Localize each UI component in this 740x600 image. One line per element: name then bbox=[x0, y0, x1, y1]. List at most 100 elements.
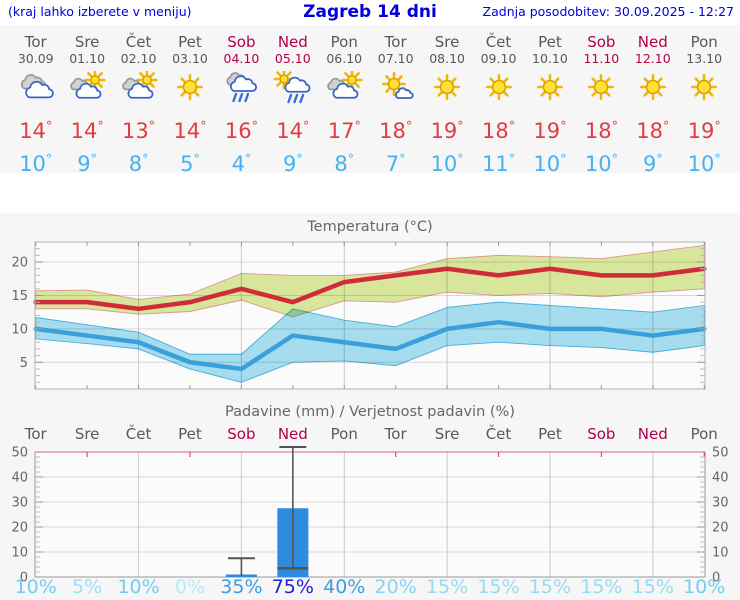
day-column: Ned 05.10 14° 9° bbox=[267, 25, 318, 176]
precipitation-chart-title: Padavine (mm) / Verjetnost padavin (%) bbox=[225, 404, 515, 420]
low-temperature: 11° bbox=[481, 151, 516, 176]
precipitation-probability: 15% bbox=[528, 576, 572, 598]
weekday-label: Sob bbox=[227, 33, 256, 51]
precip-axis-tick-label: 40 bbox=[712, 471, 729, 486]
low-temperature: 9° bbox=[642, 151, 663, 176]
high-temperature: 18° bbox=[636, 118, 670, 143]
weekday-label: Sre bbox=[434, 33, 460, 51]
high-temperature: 13° bbox=[122, 118, 156, 143]
high-temperature: 14° bbox=[70, 118, 104, 143]
date-label: 09.10 bbox=[480, 51, 517, 66]
low-temperature: 9° bbox=[77, 151, 97, 176]
date-label: 02.10 bbox=[120, 51, 157, 66]
precip-axis-tick-label: 10 bbox=[712, 546, 729, 561]
precip-weekday-label: Sob bbox=[227, 425, 256, 443]
high-temperature: 14° bbox=[173, 118, 207, 143]
date-label: 04.10 bbox=[223, 51, 260, 66]
precip-weekday-label: Pon bbox=[330, 425, 358, 443]
precipitation-probability: 10% bbox=[683, 576, 726, 598]
date-label: 06.10 bbox=[326, 51, 363, 66]
weekday-label: Tor bbox=[384, 33, 407, 51]
date-label: 07.10 bbox=[377, 51, 414, 66]
low-temperature: 7° bbox=[385, 151, 406, 176]
low-temperature: 10° bbox=[687, 151, 721, 176]
precip-weekday-label: Ned bbox=[637, 425, 668, 443]
sun-rain-icon bbox=[267, 68, 318, 111]
precip-axis-tick-label: 40 bbox=[11, 471, 28, 486]
date-label: 08.10 bbox=[429, 51, 465, 66]
day-column: Ned 12.10 18° 9° bbox=[627, 25, 678, 177]
temperature-chart-title: Temperatura (°C) bbox=[307, 219, 433, 235]
day-column: Sob 11.10 18° 10° bbox=[576, 25, 627, 177]
forecast-strip: Tor 30.09 14° 10° Sre 01.10 14° 9° Čet 02.10 13° 8°… bbox=[0, 25, 740, 177]
date-label: 11.10 bbox=[583, 51, 620, 66]
day-column: Pon 06.10 17° 8° bbox=[319, 25, 370, 176]
day-column: Pet 03.10 14° 5° bbox=[164, 25, 215, 177]
precip-weekday-label: Ned bbox=[277, 425, 308, 443]
day-column: Čet 02.10 13° 8° bbox=[113, 25, 164, 176]
sunny-icon bbox=[524, 71, 575, 111]
high-temperature: 16° bbox=[224, 118, 258, 143]
precipitation-probability: 15% bbox=[425, 576, 469, 598]
precipitation-probability-row: 10% 5% 10% 0% 35% 75% 40% 20% 15% 15% 15% 15% 15% 10% bbox=[0, 576, 740, 598]
day-column: Pet 10.10 19° 10° bbox=[524, 25, 575, 177]
precip-weekday-label: Tor bbox=[384, 425, 407, 443]
precip-weekday-label: Pet bbox=[538, 425, 562, 443]
temp-axis-tick-label: 5 bbox=[20, 356, 28, 371]
precip-axis-tick-label: 20 bbox=[712, 521, 729, 536]
precipitation-probability: 15% bbox=[580, 576, 623, 598]
precip-weekday-label: Pon bbox=[690, 425, 718, 443]
partly-cloudy-icon bbox=[319, 69, 370, 111]
date-label: 05.10 bbox=[274, 51, 311, 66]
date-label: 03.10 bbox=[172, 51, 208, 66]
sunny-icon bbox=[678, 71, 729, 111]
weekday-label: Čet bbox=[125, 33, 152, 51]
precipitation-probability: 0% bbox=[174, 576, 206, 598]
weekday-label: Sob bbox=[587, 33, 616, 51]
page-title: Zagreb 14 dni bbox=[303, 2, 437, 22]
low-temperature: 10° bbox=[584, 151, 618, 176]
sunny-icon bbox=[421, 71, 472, 111]
precip-axis-tick-label: 50 bbox=[11, 446, 28, 461]
day-column: Tor 30.09 14° 10° bbox=[10, 25, 61, 177]
high-temperature: 18° bbox=[481, 118, 516, 143]
precip-axis-tick-label: 0 bbox=[712, 571, 720, 586]
sunny-icon bbox=[164, 71, 215, 111]
page-header: (kraj lahko izberete v meniju) Zagreb 14… bbox=[0, 0, 740, 25]
day-column: Čet 09.10 18° 11° bbox=[473, 25, 524, 177]
day-column: Tor 07.10 18° 7° bbox=[370, 25, 421, 177]
weekday-label: Ned bbox=[637, 33, 668, 51]
temp-axis-tick-label: 10 bbox=[11, 322, 28, 337]
precipitation-day-labels: Tor Sre Čet Pet Sob Ned Pon Tor Sre Čet Pet Sob Ned P… bbox=[0, 425, 740, 443]
mostly-sunny-icon bbox=[370, 71, 421, 111]
temp-axis-tick-label: 15 bbox=[11, 289, 28, 304]
weekday-label: Pon bbox=[690, 33, 718, 51]
precip-axis-tick-label: 50 bbox=[712, 446, 729, 461]
weekday-label: Tor bbox=[24, 33, 47, 51]
partly-cloudy-icon bbox=[113, 69, 164, 111]
precip-axis-tick-label: 0 bbox=[20, 571, 28, 586]
low-temperature: 10° bbox=[19, 151, 53, 176]
precip-weekday-label: Pet bbox=[178, 425, 202, 443]
precipitation-probability: 75% bbox=[271, 576, 314, 598]
sunny-icon bbox=[627, 71, 678, 111]
precip-weekday-label: Sre bbox=[74, 425, 100, 443]
rain-icon bbox=[216, 71, 267, 111]
day-column: Sre 01.10 14° 9° bbox=[61, 25, 112, 176]
weekday-label: Pet bbox=[538, 33, 562, 51]
low-temperature: 10° bbox=[430, 151, 464, 176]
precip-axis-tick-label: 20 bbox=[11, 521, 28, 536]
precipitation-probability: 15% bbox=[631, 576, 674, 598]
precip-axis-tick-label: 30 bbox=[712, 496, 729, 511]
precip-weekday-label: Tor bbox=[24, 425, 47, 443]
precip-weekday-label: Sre bbox=[434, 425, 460, 443]
date-label: 01.10 bbox=[69, 51, 106, 66]
low-temperature: 9° bbox=[282, 151, 303, 176]
date-label: 13.10 bbox=[686, 51, 723, 66]
temperature-chart: 5 10 15 20 bbox=[11, 241, 707, 390]
precipitation-chart: 0 0 10 10 20 20 30 30 40 40 50 50 bbox=[11, 446, 729, 586]
high-temperature: 19° bbox=[533, 118, 567, 143]
precipitation-probability: 15% bbox=[477, 576, 520, 598]
weekday-label: Pon bbox=[330, 33, 358, 51]
